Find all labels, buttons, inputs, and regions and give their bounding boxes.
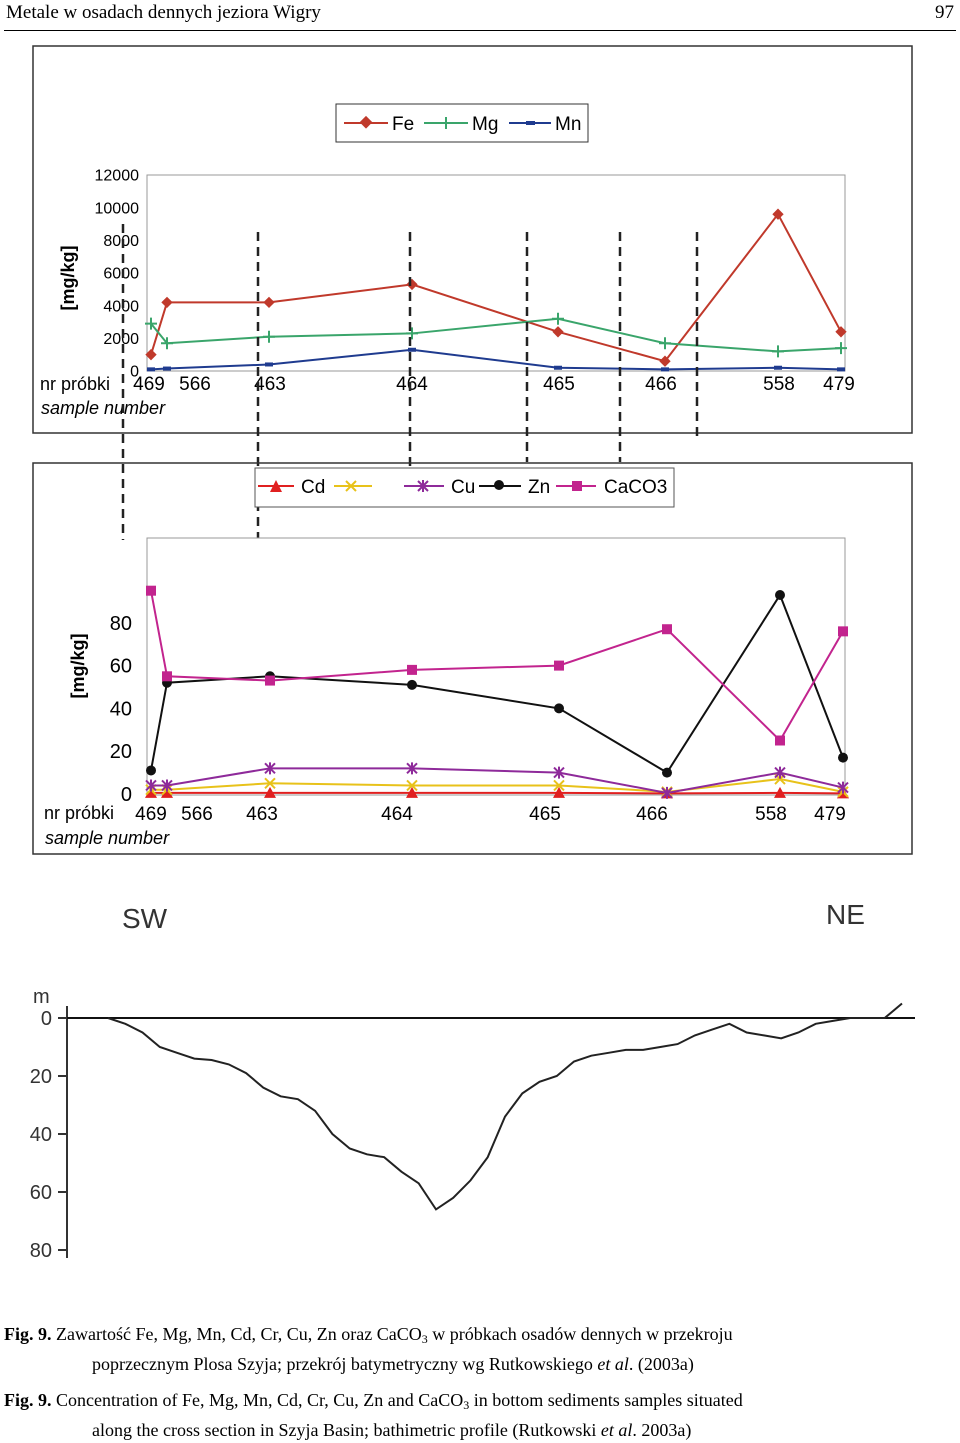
chart1-point-mn-465: [554, 366, 562, 370]
chart1-x-tick-464: 464: [396, 374, 428, 395]
caption-en-text-2: in bottom sediments samples situated: [469, 1390, 742, 1410]
chart2-x-tick-566: 566: [181, 804, 213, 825]
chart2-point-caco3-558: [775, 736, 785, 746]
chart2-x-tick-469: 469: [135, 804, 167, 825]
chart1-x-tick-558: 558: [763, 374, 795, 395]
chart1-point-mn-469: [147, 367, 155, 371]
caption-pl-text-1: Zawartość Fe, Mg, Mn, Cd, Cr, Cu, Zn ora…: [56, 1324, 422, 1344]
chart1-point-mn-479: [837, 367, 845, 371]
chart2-point-zn-558: [775, 590, 785, 600]
chart2-x-tick-464: 464: [381, 804, 413, 825]
profile-bottom-line: [108, 1004, 902, 1210]
profile-sw-label: SW: [122, 903, 168, 934]
caption-pl-line2-a: poprzecznym Plosa Szyja; przekrój batyme…: [92, 1354, 597, 1374]
chart2-y-axis-label: [mg/kg]: [68, 634, 88, 699]
chart2-point-zn-469: [146, 765, 156, 775]
caption-english: Fig. 9. Concentration of Fe, Mg, Mn, Cd,…: [4, 1388, 956, 1443]
chart1-y-axis-label: [mg/kg]: [58, 246, 78, 311]
chart2-legend-zn-label: Zn: [528, 477, 550, 498]
chart2-point-zn-465: [554, 703, 564, 713]
chart1-y-tick-8000: 8000: [103, 233, 139, 250]
chart1-y-tick-10000: 10000: [95, 200, 140, 217]
chart2-point-caco3-464: [407, 665, 417, 675]
chart2-y-tick-20: 20: [110, 741, 132, 763]
chart2-x-axis-label-en: sample number: [45, 828, 170, 848]
chart2-point-caco3-479: [838, 626, 848, 636]
chart2-point-zn-466: [662, 768, 672, 778]
chart2-x-tick-466: 466: [636, 804, 668, 825]
chart1-x-tick-469: 469: [133, 374, 165, 395]
chart2-legend: Cd Cu Zn CaCO3: [255, 468, 674, 507]
caption-en-line2-a: along the cross section in Szyja Basin; …: [92, 1420, 601, 1440]
chart2-y-tick-60: 60: [110, 656, 132, 678]
chart2-y-tick-80: 80: [110, 613, 132, 635]
profile-depth-label-20: 20: [30, 1066, 52, 1088]
caption-en-label: Fig. 9.: [4, 1390, 52, 1410]
chart1-legend-mn-label: Mn: [555, 114, 581, 135]
chart2-point-zn-479: [838, 753, 848, 763]
chart1-x-tick-466: 466: [645, 374, 677, 395]
chart1-y-tick-12000: 12000: [95, 168, 140, 185]
caption-en-line2-b: . 2003a): [632, 1420, 691, 1440]
chart2-x-tick-558: 558: [755, 804, 787, 825]
chart2-y-tick-0: 0: [121, 784, 132, 806]
caption-pl-etal: et al: [597, 1354, 629, 1374]
caption-polish: Fig. 9. Zawartość Fe, Mg, Mn, Cd, Cr, Cu…: [4, 1322, 956, 1377]
chart2-legend-cu-label: Cu: [451, 477, 475, 498]
chart1-x-axis-label-pl: nr próbki: [40, 374, 110, 394]
chart1-x-tick-566: 566: [179, 374, 211, 395]
chart2-legend-caco3-marker: [572, 481, 582, 491]
chart1-y-tick-4000: 4000: [103, 298, 139, 315]
chart1-plot-area: [147, 175, 845, 371]
chart1-x-tick-465: 465: [543, 374, 575, 395]
caption-pl-line2-b: . (2003a): [629, 1354, 694, 1374]
chart1-y-tick-2000: 2000: [103, 331, 139, 348]
caption-pl-label: Fig. 9.: [4, 1324, 52, 1344]
chart1-y-tick-6000: 6000: [103, 266, 139, 283]
chart1-legend-mg-label: Mg: [472, 114, 498, 135]
profile-ne-label: NE: [826, 899, 865, 930]
profile-depth-label-40: 40: [30, 1124, 52, 1146]
chart2-x-tick-labels: 469 566 463 464 465 466 558 479: [135, 804, 846, 825]
profile-depth-label-60: 60: [30, 1182, 52, 1204]
profile-depth-label-80: 80: [30, 1240, 52, 1262]
chart1-point-mn-463: [265, 362, 273, 366]
chart1-legend: Fe Mg Mn: [336, 104, 588, 142]
chart2-x-tick-465: 465: [529, 804, 561, 825]
profile-unit-label: m: [33, 986, 50, 1008]
chart2-point-zn-464: [407, 680, 417, 690]
chart2-legend-zn-marker: [494, 480, 504, 490]
chart2-point-caco3-566: [162, 671, 172, 681]
chart1-legend-fe-label: Fe: [392, 114, 414, 135]
caption-en-etal: et al: [601, 1420, 633, 1440]
profile-depth-ticks: 0 20 40 60 80: [30, 1008, 67, 1262]
chart1-point-mn-558: [774, 366, 782, 370]
chart2-point-caco3-465: [554, 661, 564, 671]
chart2-legend-cd-label: Cd: [301, 477, 325, 498]
chart2-x-tick-463: 463: [246, 804, 278, 825]
chart1-x-axis-label-en: sample number: [41, 398, 166, 418]
chart2-point-caco3-466: [662, 624, 672, 634]
chart2-legend-caco3-label: CaCO3: [604, 477, 667, 498]
chart2-point-caco3-463: [265, 676, 275, 686]
chart2-y-tick-40: 40: [110, 698, 132, 720]
chart1-point-mn-466: [661, 367, 669, 371]
caption-en-text-1: Concentration of Fe, Mg, Mn, Cd, Cr, Cu,…: [56, 1390, 463, 1410]
figure: Fe Mg Mn 0 2000 4000 6000 8000 10000 12000 [mg…: [0, 0, 960, 1300]
chart2-x-axis-label-pl: nr próbki: [44, 803, 114, 823]
chart2-x-tick-479: 479: [814, 804, 846, 825]
chart2-y-tick-labels: 0 20 40 60 80: [110, 613, 132, 806]
profile-depth-label-0: 0: [41, 1008, 52, 1030]
caption-pl-text-2: w próbkach osadów dennych w przekroju: [428, 1324, 733, 1344]
chart2-point-caco3-469: [146, 586, 156, 596]
chart1-legend-mn-marker: [526, 121, 535, 125]
chart1-point-mn-566: [163, 367, 171, 371]
chart1-point-mn-464: [408, 348, 416, 352]
chart1-x-tick-479: 479: [823, 374, 855, 395]
